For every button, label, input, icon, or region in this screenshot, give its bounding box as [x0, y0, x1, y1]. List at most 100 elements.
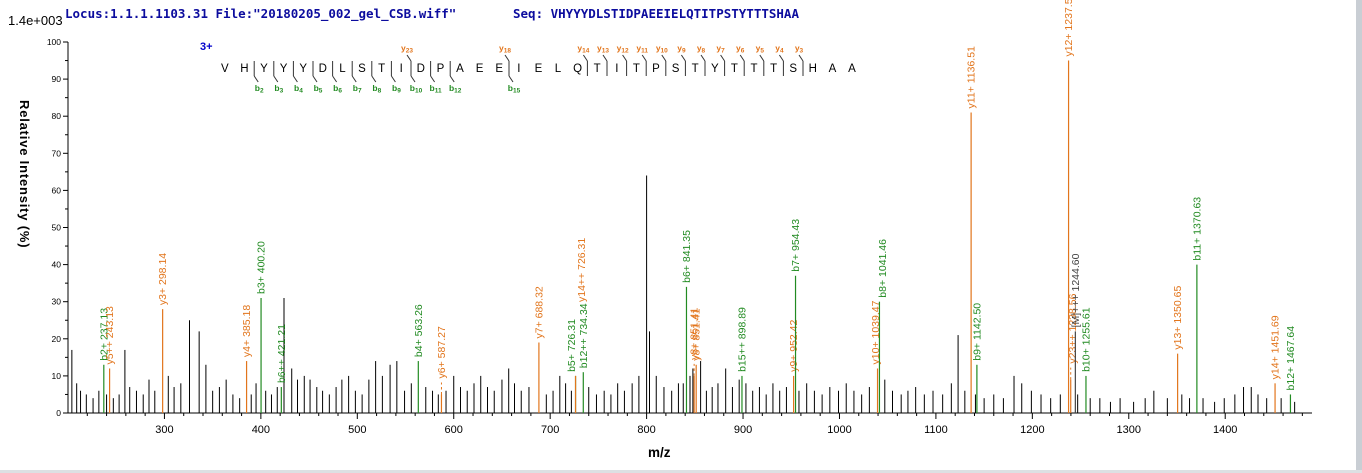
y-tick-label: 30: [52, 297, 62, 307]
b-ion-label: b9: [392, 83, 401, 95]
peak-label: y7+ 688.32: [533, 286, 545, 338]
y-tick-label: 20: [52, 334, 62, 344]
b-ion-tick: [371, 75, 377, 83]
b-ion-label: b11: [430, 83, 442, 95]
b-ion-label: b8: [372, 83, 381, 95]
residue-letter: E: [476, 63, 484, 75]
b-ion-tick: [273, 75, 279, 83]
residue-letter: E: [495, 63, 503, 75]
y-ion-label: y7: [716, 43, 725, 55]
peak-label: b11+ 1370.63: [1191, 197, 1203, 261]
x-tick-label: 1400: [1213, 424, 1237, 436]
residue-letter: L: [339, 63, 346, 75]
peak-label: [M]+++ 1244.60: [1070, 253, 1082, 327]
y-tick-label: 10: [52, 371, 62, 381]
peak-label: y5++ 243.13: [104, 306, 116, 365]
sequence-annotation: V H Y Y Y D L S T I D P A E E I E L Q T I T P S T Y T T T S H A Ab2 b3 b4 b…: [221, 43, 856, 95]
y-ion-tick: [406, 54, 412, 62]
y-ion-tick: [739, 54, 745, 62]
y-ion-tick: [504, 54, 510, 62]
residue-letter: H: [809, 63, 817, 75]
b-ion-tick: [332, 75, 338, 83]
residue-letter: D: [417, 63, 425, 75]
y-ion-tick: [720, 54, 726, 62]
peak-label: y11+ 1136.51: [966, 46, 978, 109]
b-ion-label: b6: [333, 83, 342, 95]
y-ion-label: y5: [756, 43, 765, 55]
y-ion-label: y13: [597, 43, 609, 55]
x-tick-label: 1100: [924, 424, 948, 436]
y-ion-tick: [700, 54, 706, 62]
residue-letter: T: [770, 63, 777, 75]
peak-label: y12+ 1237.57: [1063, 0, 1075, 57]
residue-letter: D: [319, 63, 327, 75]
y-tick-label: 100: [47, 37, 61, 47]
b-ion-tick: [508, 75, 514, 83]
y-ion-label: y23: [401, 43, 413, 55]
x-tick-label: 500: [348, 424, 366, 436]
y-tick-label: 40: [52, 260, 62, 270]
y-ion-tick: [641, 54, 647, 62]
x-tick-label: 1300: [1117, 424, 1141, 436]
b-ion-label: b12: [449, 83, 462, 95]
residue-letter: H: [240, 63, 248, 75]
y-ion-tick: [602, 54, 608, 62]
peak-label: b2+ 237.13: [98, 308, 110, 361]
peak-label: b7+ 954.43: [790, 219, 802, 272]
residue-letter: T: [692, 63, 699, 75]
y-ion-tick: [582, 54, 588, 62]
peak-label: y14+ 1451.69: [1270, 315, 1282, 379]
peak-label: y6+ 587.27: [436, 326, 448, 378]
y-ion-label: y9: [677, 43, 686, 55]
residue-letter: Q: [573, 63, 582, 75]
peak-label: b6++ 421.21: [276, 324, 288, 383]
b-ion-tick: [253, 75, 259, 83]
y-ion-label: y8: [697, 43, 706, 55]
residue-letter: I: [615, 63, 618, 75]
axes: 0 10 20 30 40 50 60 70 80 90 100 300 400 500 600 700 800…: [47, 37, 1312, 436]
y-ion-label: y10: [656, 43, 668, 55]
x-tick-label: 800: [637, 424, 655, 436]
y-ion-label: y11: [636, 43, 648, 55]
residue-letter: T: [633, 63, 640, 75]
y-ion-label: y14: [577, 43, 589, 55]
peak-label: b15++ 898.89: [736, 307, 748, 372]
y-ion-tick: [759, 54, 765, 62]
header-sequence: Seq: VHYYYDLSTIDPAEEIELQTITPSTYTTTSHAA: [513, 6, 799, 21]
peak-label: y8+ 851.41: [689, 307, 701, 359]
b-ion-tick: [410, 75, 416, 83]
x-tick-label: 700: [541, 424, 559, 436]
y-ion-label: y18: [499, 43, 511, 55]
residue-letter: T: [731, 63, 738, 75]
peak-label: b10+ 1255.61: [1080, 307, 1092, 372]
residue-letter: E: [535, 63, 543, 75]
residue-letter: P: [652, 63, 660, 75]
peak-label: y10+ 1039.47: [870, 300, 882, 364]
peak-label: b12+ 1467.64: [1285, 326, 1297, 391]
residue-letter: A: [848, 63, 856, 75]
residue-letter: I: [400, 63, 403, 75]
x-tick-label: 1200: [1020, 424, 1044, 436]
residue-letter: V: [221, 63, 229, 75]
peak-label: b4+ 563.26: [413, 304, 425, 357]
residue-letter: S: [672, 63, 680, 75]
residue-letter: A: [829, 63, 837, 75]
y-tick-label: 90: [52, 74, 62, 84]
peak-label: b6+ 841.35: [681, 230, 693, 283]
b-ion-tick: [292, 75, 298, 83]
peak-label: y9+ 952.42: [788, 319, 800, 371]
peak-label: y13+ 1350.65: [1172, 286, 1184, 350]
residue-letter: T: [378, 63, 385, 75]
header-locus-file: Locus:1.1.1.1103.31 File:"20180205_002_g…: [65, 6, 456, 22]
residue-letter: Y: [299, 63, 307, 75]
x-axis-title: m/z: [648, 445, 671, 460]
max-intensity-label: 1.4e+003: [8, 13, 63, 28]
y-ion-label: y12: [617, 43, 629, 55]
b-ion-label: b2: [255, 83, 264, 95]
b-ion-label: b5: [314, 83, 323, 95]
y-ion-tick: [622, 54, 628, 62]
y-tick-label: 60: [52, 185, 62, 195]
y-ion-tick: [778, 54, 784, 62]
